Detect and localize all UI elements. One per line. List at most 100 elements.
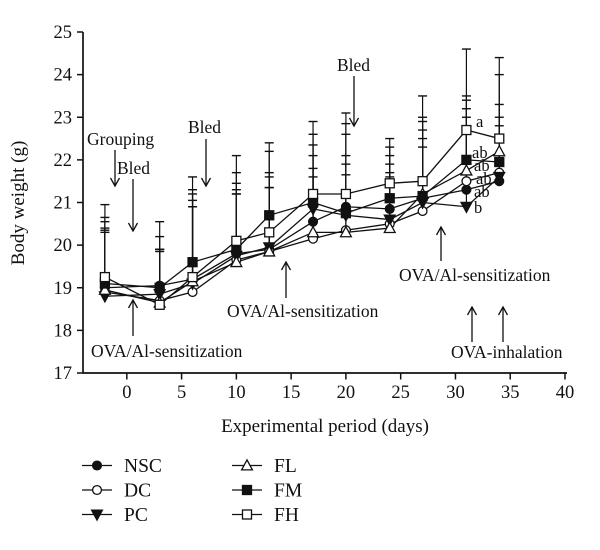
marker-FL [229, 255, 243, 268]
marker-FL [98, 282, 112, 295]
axes-layer [77, 31, 567, 380]
marker-FM [340, 208, 352, 219]
x-tick-label: 35 [501, 383, 520, 403]
y-tick-label: 17 [54, 364, 73, 384]
legend-item-FL: FL [232, 456, 297, 477]
x-tick-label: 40 [556, 383, 575, 403]
marker-DC [461, 176, 472, 187]
y-tick-label: 19 [54, 279, 73, 299]
legend-marker-PC [90, 509, 104, 522]
marker-FH [384, 178, 395, 189]
marker-FM [264, 210, 275, 221]
marker-FH [231, 235, 242, 247]
marker-FL [306, 225, 320, 238]
x-tick-label: 30 [446, 383, 465, 403]
annotation-text: Grouping [87, 129, 154, 149]
legend-label: PC [124, 505, 148, 526]
marker-PC [492, 171, 506, 184]
annotation-text: Bled [188, 117, 221, 137]
x-tick-label: 5 [177, 383, 186, 403]
marker-FH [307, 188, 319, 200]
marker-FM [307, 197, 319, 208]
annotation-text: OVA-inhalation [451, 342, 563, 362]
marker-FL [492, 144, 506, 157]
marker-FL [383, 221, 397, 234]
legend-marker-FH [241, 509, 253, 520]
legend-label: NSC [124, 456, 162, 477]
x-axis-title: Experimental period (days) [221, 416, 429, 437]
marker-FH [417, 176, 428, 187]
legend: NSC DC PC FL FM FH [82, 456, 302, 526]
legend-marker-NSC [91, 460, 103, 471]
legend-label: FH [274, 505, 299, 526]
y-tick-label: 21 [54, 194, 73, 214]
x-tick-label: 10 [227, 383, 246, 403]
annotation-arrow-head [348, 117, 360, 128]
annotation-arrow-head [127, 222, 139, 233]
y-tick-label: 24 [54, 66, 73, 86]
annotation-arrow-head [109, 177, 121, 188]
marker-FH [340, 188, 352, 200]
marker-FH [494, 133, 505, 144]
legend-label: DC [124, 481, 151, 502]
annotation-text: OVA/Al-sensitization [91, 341, 243, 361]
x-tick-label: 20 [337, 383, 356, 403]
legend-item-NSC: NSC [82, 456, 162, 477]
annotation-arrow-head [127, 298, 139, 309]
legend-item-FH: FH [232, 505, 299, 526]
marker-FM [231, 244, 242, 255]
marker-FM [461, 154, 472, 166]
significance-label: b [474, 198, 482, 217]
significance-label: a [476, 112, 484, 131]
legend-marker-DC [91, 484, 103, 496]
y-tick-label: 18 [54, 321, 73, 341]
marker-FM [154, 282, 165, 293]
legend-item-PC: PC [82, 505, 148, 526]
annotation-text: Bled [117, 158, 150, 178]
marker-PC [383, 214, 397, 227]
marker-NSC [384, 203, 395, 214]
marker-FH [264, 227, 275, 238]
marker-NSC [307, 216, 319, 227]
marker-FH [187, 271, 198, 283]
significance-label: ab [476, 169, 492, 188]
marker-FM [494, 156, 505, 168]
annotation-text: OVA/Al-sensitization [227, 301, 379, 321]
y-tick-label: 22 [54, 151, 73, 171]
marker-FH [99, 271, 111, 283]
marker-FM [187, 257, 198, 268]
marker-NSC [461, 184, 472, 195]
marker-PC [459, 201, 473, 214]
annotation-arrow-head [280, 260, 292, 271]
marker-FL [262, 244, 276, 257]
marker-FL [339, 225, 353, 238]
marker-FM [384, 193, 395, 204]
y-axis-title: Body weight (g) [8, 141, 29, 266]
legend-marker-FL [240, 458, 254, 471]
marker-FM [417, 190, 428, 202]
series-markers-layer [98, 124, 506, 310]
tick-labels-layer: 17 18 19 20 21 22 23 24 25 0 5 10 15 20 25 30 35 40 [54, 23, 575, 403]
x-tick-label: 0 [122, 383, 131, 403]
legend-label: FL [274, 456, 297, 477]
significance-label: ab [474, 182, 490, 201]
annotation-arrow-head [466, 305, 478, 316]
y-tick-label: 25 [54, 23, 73, 43]
significance-label: ab [474, 156, 490, 175]
annotation-text: OVA/Al-sensitization [399, 265, 551, 285]
axis-lines [82, 32, 567, 374]
marker-FH [461, 124, 472, 136]
legend-marker-FM [241, 484, 253, 496]
marker-FH [154, 299, 165, 310]
annotation-arrow-head [435, 225, 447, 236]
annotation-arrow-head [200, 177, 212, 188]
legend-item-FM: FM [232, 481, 302, 502]
x-tick-label: 25 [391, 383, 410, 403]
annotations-layer: Grouping Bled Bled Bled OVA/Al-sensitization… [87, 55, 563, 362]
x-tick-label: 15 [282, 383, 301, 403]
significance-label: ab [472, 143, 488, 162]
legend-item-DC: DC [82, 481, 151, 502]
legend-label: FM [274, 481, 302, 502]
